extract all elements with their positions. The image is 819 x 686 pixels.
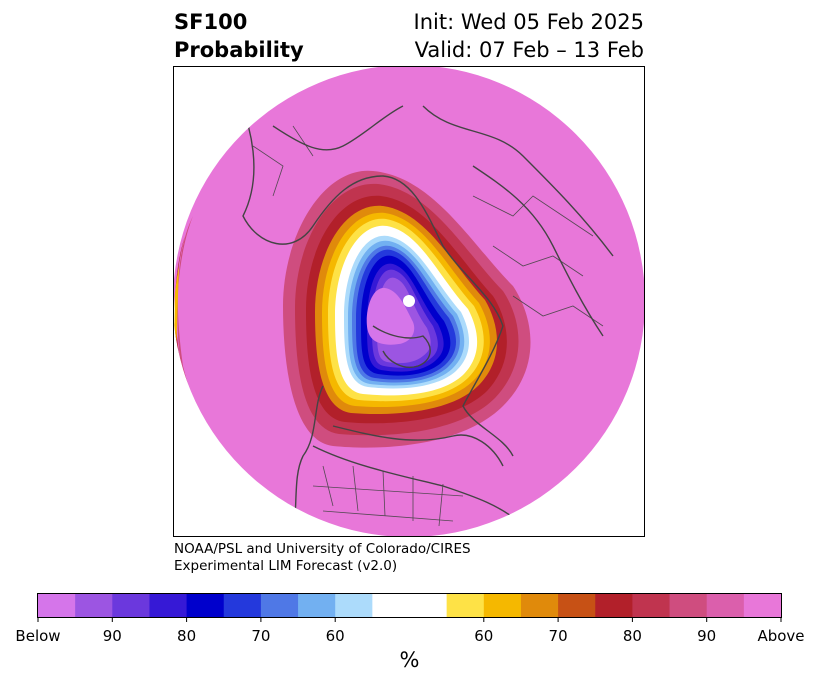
polar-map (173, 66, 645, 537)
colorbar-swatch (558, 594, 596, 617)
colorbar-swatch (149, 594, 188, 617)
colorbar-swatch (409, 594, 448, 617)
credits: NOAA/PSL and University of Colorado/CIRE… (174, 541, 471, 575)
colorbar-swatch (38, 594, 76, 617)
colorbar-tick-label: 60 (474, 627, 493, 645)
chart-title: SF100 Probability (174, 8, 304, 64)
colorbar-swatch (75, 594, 113, 617)
colorbar-tick-label: 80 (177, 627, 196, 645)
colorbar-swatch (372, 594, 411, 617)
colorbar-tick-label: Below (15, 627, 60, 645)
credit-line-2: Experimental LIM Forecast (v2.0) (174, 558, 398, 574)
colorbar-unit: % (399, 648, 420, 672)
credit-line-1: NOAA/PSL and University of Colorado/CIRE… (174, 541, 471, 557)
colorbar-swatch (223, 594, 262, 617)
colorbar-swatch (743, 594, 782, 617)
colorbar-tick-label: 90 (103, 627, 122, 645)
colorbar-swatch (520, 594, 559, 617)
colorbar-swatch (706, 594, 745, 617)
colorbar-tick-label: 90 (697, 627, 716, 645)
product-label: Probability (174, 38, 304, 62)
colorbar-tick-label: Above (757, 627, 804, 645)
coastlines (232, 85, 614, 537)
colorbar-swatch (298, 594, 336, 617)
forecast-dates: Init: Wed 05 Feb 2025 Valid: 07 Feb – 13… (414, 8, 644, 64)
init-date: Init: Wed 05 Feb 2025 (413, 10, 644, 34)
colorbar-tick-label: 70 (251, 627, 270, 645)
valid-range: Valid: 07 Feb – 13 Feb (414, 38, 644, 62)
colorbar: Below 90 80 70 60 60 70 80 90 Above (15, 593, 805, 645)
colorbar-swatch (186, 594, 225, 617)
colorbar-swatch (595, 594, 633, 617)
variable-label: SF100 (174, 10, 248, 34)
colorbar-tick-label: 80 (623, 627, 642, 645)
colorbar-swatch (112, 594, 151, 617)
colorbar-swatch (335, 594, 373, 617)
pole-hole (403, 295, 415, 307)
colorbar-swatch (483, 594, 522, 617)
colorbar-swatch (632, 594, 671, 617)
colorbar-tick-label: 60 (326, 627, 345, 645)
colorbar-swatch (446, 594, 485, 617)
colorbar-swatch (260, 594, 299, 617)
colorbar-frame (37, 593, 782, 618)
below-normal-core (366, 287, 415, 345)
colorbar-swatch (669, 594, 708, 617)
colorbar-tick-label: 70 (549, 627, 568, 645)
